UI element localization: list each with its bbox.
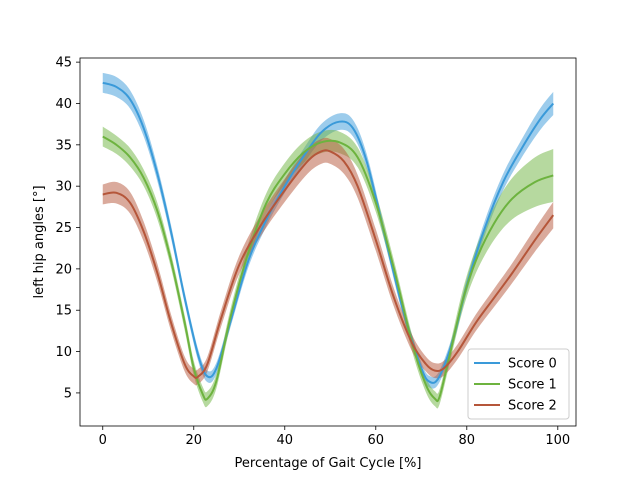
x-axis-title: Percentage of Gait Cycle [%]	[235, 456, 422, 471]
legend-box	[467, 348, 570, 420]
series-line-2	[102, 149, 555, 379]
y-tick-label: 30	[55, 180, 72, 195]
series-lines	[102, 81, 555, 403]
x-tick-label: 60	[368, 433, 385, 448]
y-tick-label: 5	[64, 386, 72, 401]
legend-label: Score 0	[508, 357, 557, 372]
x-axis-ticks: 0 20 40 60 80 100	[99, 426, 570, 448]
y-tick-label: 40	[55, 97, 72, 112]
y-tick-label: 20	[55, 262, 72, 277]
x-tick-label: 100	[545, 433, 570, 448]
y-tick-label: 15	[55, 304, 72, 319]
legend-entry: Score 1	[474, 378, 557, 393]
legend: Score 0 Score 1 Score 2	[467, 348, 570, 420]
legend-entry: Score 2	[474, 399, 557, 414]
x-tick-label: 80	[459, 433, 476, 448]
x-tick-label: 20	[185, 433, 202, 448]
x-tick-label: 0	[99, 433, 107, 448]
series-line-1	[102, 135, 554, 403]
y-tick-label: 10	[55, 345, 72, 360]
y-tick-label: 35	[55, 138, 72, 153]
y-axis-ticks: 5 10 15 20 25 30 35 40 45	[55, 56, 80, 401]
y-axis-title: left hip angles [°]	[32, 185, 47, 298]
y-tick-label: 25	[55, 221, 72, 236]
legend-label: Score 2	[508, 399, 557, 414]
legend-label: Score 1	[508, 378, 557, 393]
plot-frame	[79, 57, 577, 427]
legend-entry: Score 0	[474, 357, 557, 372]
y-tick-label: 45	[55, 56, 72, 71]
x-tick-label: 40	[276, 433, 293, 448]
